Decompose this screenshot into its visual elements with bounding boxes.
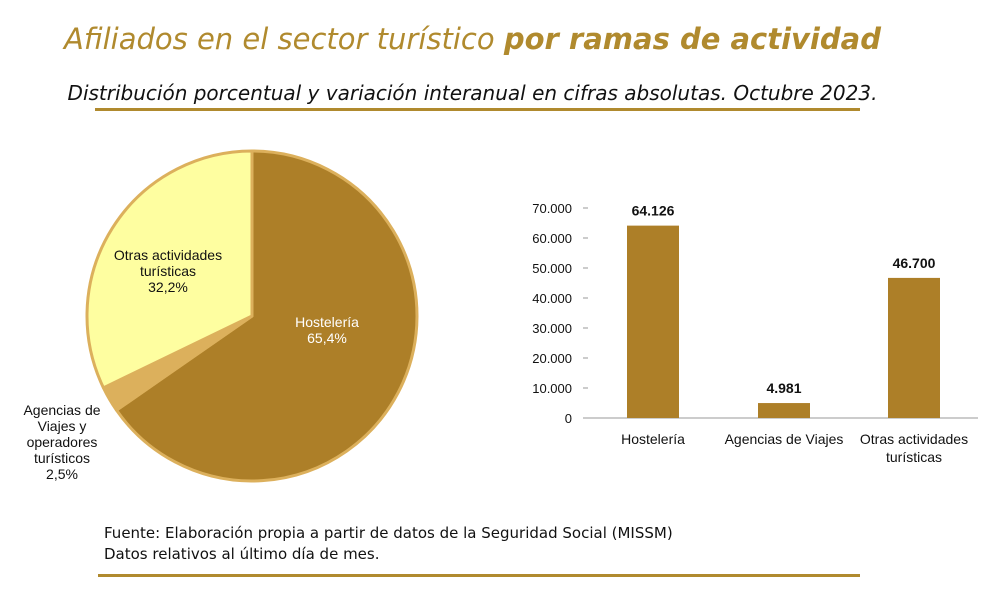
pie-slice-agencias-label: Agencias de Viajes y operadores turísticos 2… (23, 402, 100, 482)
y-tick-label: 10.000 (532, 381, 572, 396)
x-tick-label: Otras actividades turísticas (860, 431, 968, 465)
top-divider (95, 108, 860, 111)
chart-subtitle: Distribución porcentual y variación inte… (67, 81, 878, 105)
source-note: Fuente: Elaboración propia a partir de d… (104, 524, 673, 542)
y-tick-label: 20.000 (532, 351, 572, 366)
pie-slice-hosteleria-label: Hostelería 65,4% (295, 314, 359, 346)
y-tick-label: 0 (565, 411, 572, 426)
data-note: Datos relativos al último día de mes. (104, 545, 380, 563)
title-bold: por ramas de actividad (503, 22, 881, 56)
y-tick-label: 60.000 (532, 231, 572, 246)
bar-data-label: 46.700 (893, 255, 936, 271)
x-tick-label: Hostelería (621, 431, 685, 447)
bottom-divider (98, 574, 860, 577)
y-tick-label: 50.000 (532, 261, 572, 276)
bar-chart: 0 10.000 20.000 30.000 40.000 50.000 60.000 70.… (532, 201, 978, 465)
title-regular: Afiliados en el sector turístico (64, 22, 504, 56)
y-tick-label: 70.000 (532, 201, 572, 216)
bar (888, 277, 940, 418)
bar (627, 225, 679, 418)
y-tick-label: 30.000 (532, 321, 572, 336)
chart-title: Afiliados en el sector turístico por ram… (0, 22, 945, 56)
pie-slice-hosteleria (115, 149, 419, 483)
bar (758, 403, 810, 418)
pie-chart: Hostelería 65,4% Agencias de Viajes y operad… (23, 149, 419, 483)
bar-data-label: 4.981 (766, 380, 801, 396)
bar-data-label: 64.126 (632, 203, 675, 219)
x-tick-label: Agencias de Viajes (725, 431, 844, 447)
pie-slice-otras-label: Otras actividades turísticas 32,2% (114, 247, 222, 295)
y-tick-label: 40.000 (532, 291, 572, 306)
pie-slice-otras (85, 149, 254, 390)
